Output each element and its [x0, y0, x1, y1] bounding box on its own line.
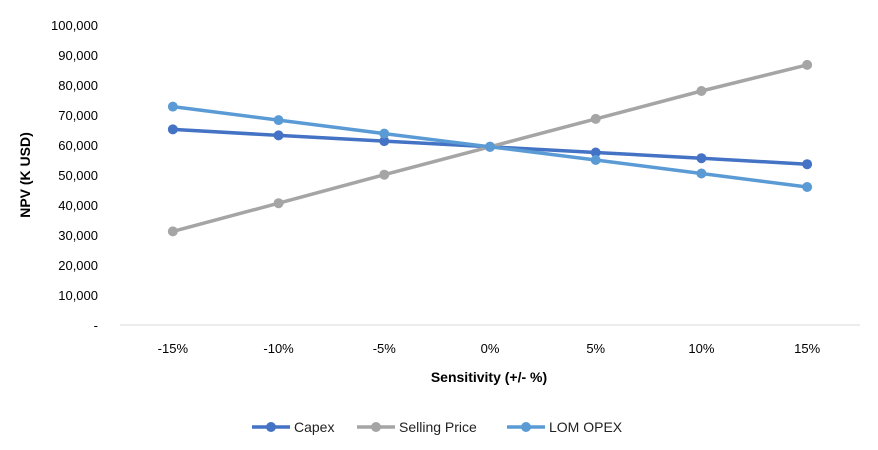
data-point — [802, 159, 813, 170]
data-point — [273, 130, 284, 141]
y-tick-label: 60,000 — [58, 138, 98, 153]
series-layer — [167, 59, 813, 237]
legend: Capex Selling Price LOM OPEX — [252, 419, 623, 435]
data-point — [590, 155, 601, 165]
x-tick-label: -5% — [373, 341, 397, 356]
x-tick-label: 5% — [586, 341, 605, 356]
y-tick-label: - — [94, 318, 98, 333]
data-point — [485, 141, 495, 152]
legend-marker-swatch — [371, 422, 381, 432]
data-point — [379, 128, 390, 139]
legend-label: Capex — [294, 419, 334, 435]
x-tick-label: 10% — [688, 341, 714, 356]
x-tick-label: 0% — [481, 341, 500, 356]
x-tick-label: -15% — [158, 341, 189, 356]
legend-item: LOM OPEX — [507, 419, 623, 435]
y-tick-label: 70,000 — [58, 108, 98, 123]
data-point — [167, 124, 178, 135]
y-tick-label: 50,000 — [58, 168, 98, 183]
data-point — [379, 169, 390, 180]
data-point — [802, 182, 813, 192]
data-point — [379, 136, 390, 147]
y-tick-label: 20,000 — [58, 258, 98, 273]
legend-label: Selling Price — [399, 419, 477, 435]
legend-label: LOM OPEX — [549, 419, 623, 435]
data-point — [590, 113, 601, 124]
x-axis-tick-labels: -15% -10% -5% 0% 5% 10% 15% — [158, 341, 821, 356]
legend-item: Selling Price — [357, 419, 477, 435]
y-axis-title: NPV (K USD) — [17, 132, 33, 218]
y-tick-label: 80,000 — [58, 78, 98, 93]
data-point — [696, 86, 707, 96]
y-tick-label: 90,000 — [58, 48, 98, 63]
data-point — [273, 115, 284, 126]
data-point — [802, 59, 813, 70]
data-point — [167, 226, 178, 237]
legend-marker-swatch — [266, 422, 276, 432]
legend-marker-swatch — [521, 422, 531, 432]
x-tick-label: 15% — [794, 341, 820, 356]
x-axis-title: Sensitivity (+/- %) — [431, 369, 547, 385]
data-point — [167, 101, 178, 112]
x-tick-label: -10% — [263, 341, 294, 356]
y-tick-label: 30,000 — [58, 228, 98, 243]
legend-item: Capex — [252, 419, 334, 435]
data-point — [273, 198, 284, 209]
series-group — [167, 101, 813, 192]
y-axis-tick-labels: - 10,000 20,000 30,000 40,000 50,000 60,000 70,… — [51, 18, 98, 333]
y-tick-label: 100,000 — [51, 18, 98, 33]
data-point — [696, 153, 707, 164]
data-point — [590, 147, 601, 158]
y-tick-label: 40,000 — [58, 198, 98, 213]
y-tick-label: 10,000 — [58, 288, 98, 303]
data-point — [696, 168, 707, 179]
